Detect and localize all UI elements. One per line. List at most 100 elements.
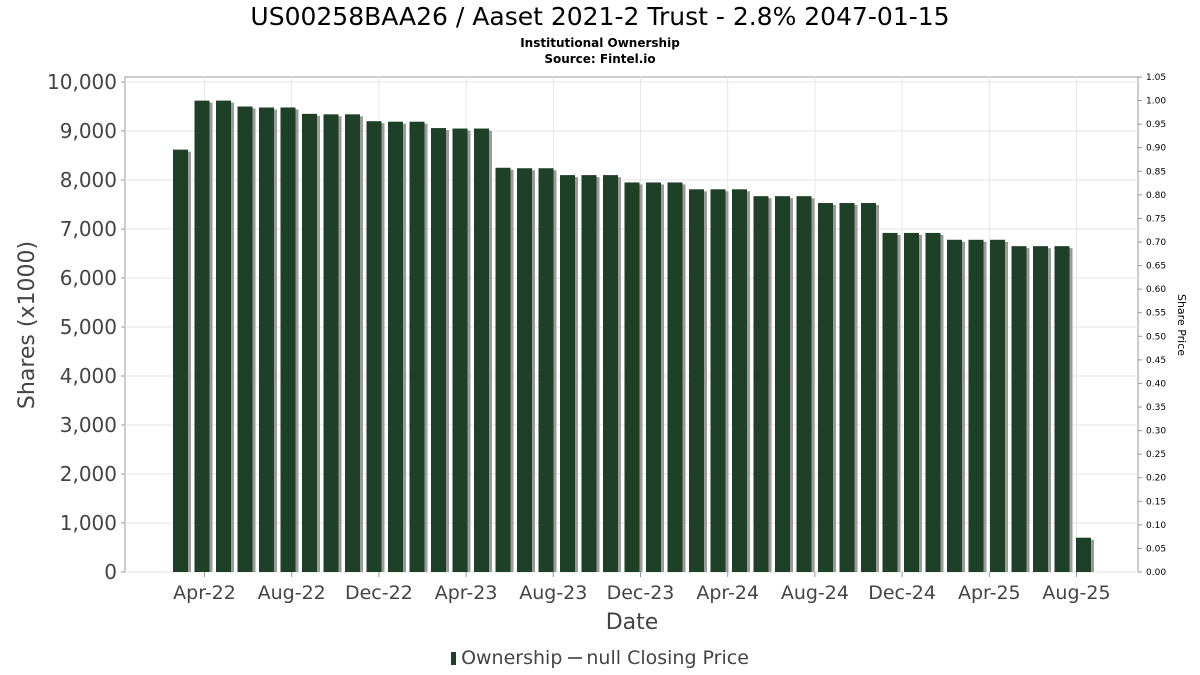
y-tick-label: 10,000 — [47, 70, 117, 94]
y2-tick-label: 0.60 — [1146, 285, 1166, 295]
ownership-bar — [495, 167, 511, 572]
x-tick-label: Dec-22 — [345, 582, 413, 604]
y2-axis-label: Share Price — [1175, 294, 1188, 356]
ownership-bar — [388, 121, 403, 572]
legend-ownership-label: Ownership — [461, 647, 563, 669]
ownership-bar — [366, 121, 382, 572]
x-tick-label: Aug-24 — [781, 582, 849, 604]
y2-tick-label: 0.35 — [1146, 403, 1166, 413]
ownership-bar — [775, 196, 790, 573]
ownership-bar — [237, 106, 253, 572]
y2-tick-label: 0.05 — [1146, 544, 1166, 554]
y2-tick-label: 0.70 — [1146, 238, 1166, 248]
y-tick-label: 2,000 — [60, 462, 117, 486]
chart-source: Source: Fintel.io — [544, 52, 656, 66]
y2-tick-label: 0.55 — [1146, 309, 1166, 319]
y2-tick-label: 0.95 — [1146, 120, 1166, 130]
ownership-bar — [947, 239, 962, 572]
y2-tick-label: 0.75 — [1146, 214, 1166, 224]
ownership-bar — [517, 168, 532, 573]
y2-tick-label: 0.30 — [1146, 427, 1166, 437]
legend: Ownership null Closing Price — [0, 647, 1200, 669]
x-tick-label: Aug-23 — [519, 582, 587, 604]
y-axis-label: Shares (x1000) — [15, 241, 40, 409]
legend-price-label: null Closing Price — [586, 647, 749, 669]
y-tick-label: 7,000 — [60, 217, 117, 241]
y-tick-label: 1,000 — [60, 511, 117, 535]
ownership-bar — [818, 203, 833, 572]
x-tick-label: Aug-25 — [1042, 582, 1110, 604]
y2-tick-label: 0.90 — [1146, 144, 1166, 154]
ownership-bar — [990, 239, 1005, 572]
ownership-bar — [1011, 246, 1027, 572]
y2-tick-label: 0.15 — [1146, 497, 1166, 507]
ownership-bar — [194, 100, 210, 573]
ownership-bar — [839, 203, 855, 572]
price-legend-line — [568, 657, 583, 659]
x-tick-label: Apr-25 — [958, 582, 1021, 604]
ownership-bar — [538, 168, 554, 573]
y2-tick-label: 0.40 — [1146, 379, 1166, 389]
ownership-bar — [452, 128, 468, 573]
ownership-bar — [409, 121, 425, 572]
x-tick-label: Dec-24 — [868, 582, 936, 604]
ownership-bar — [474, 128, 489, 573]
ownership-bar — [732, 189, 747, 572]
y-tick-label: 6,000 — [60, 266, 117, 290]
y2-tick-label: 0.00 — [1146, 568, 1166, 578]
x-axis-ticks: Apr-22 Aug-22 Dec-22 Apr-23 Aug-23 Dec-23 Apr-… — [173, 572, 1111, 604]
ownership-bar — [173, 149, 188, 572]
y2-axis-ticks: 0.00 0.05 0.10 0.15 0.20 0.25 0.30 0.35 0.40 0.45… — [1138, 73, 1166, 578]
y-tick-label: 5,000 — [60, 315, 117, 339]
y2-tick-label: 0.80 — [1146, 191, 1166, 201]
y2-tick-label: 0.10 — [1146, 521, 1166, 531]
ownership-bar — [1033, 246, 1048, 572]
x-tick-label: Dec-23 — [607, 582, 675, 604]
chart-title: US00258BAA26 / Aaset 2021-2 Trust - 2.8%… — [250, 2, 950, 31]
ownership-bar — [560, 175, 575, 572]
y-tick-label: 3,000 — [60, 413, 117, 437]
ownership-bar — [753, 196, 769, 573]
ownership-bar — [796, 196, 812, 573]
ownership-bar — [689, 189, 704, 572]
y2-tick-label: 1.05 — [1146, 73, 1166, 83]
ownership-bar — [710, 189, 726, 572]
ownership-bar — [861, 203, 876, 572]
y2-tick-label: 1.00 — [1146, 97, 1166, 107]
ownership-bar — [882, 232, 898, 573]
ownership-bar — [345, 114, 360, 572]
ownership-bar — [259, 107, 274, 572]
bar-series — [173, 100, 1094, 573]
ownership-bar — [1054, 246, 1070, 572]
x-tick-label: Aug-22 — [258, 582, 326, 604]
ownership-legend-swatch — [451, 652, 457, 665]
ownership-bar — [646, 182, 661, 572]
y-axis-ticks: 0 1,000 2,000 3,000 4,000 5,000 6,000 7,000 8,00… — [47, 70, 125, 584]
ownership-bar — [925, 232, 941, 573]
ownership-bar — [431, 128, 446, 572]
y-tick-label: 4,000 — [60, 364, 117, 388]
ownership-bar — [216, 100, 231, 573]
y-tick-label: 9,000 — [60, 119, 117, 143]
x-axis-label: Date — [606, 610, 659, 635]
ownership-bar — [1076, 537, 1091, 572]
ownership-bar — [667, 182, 683, 572]
y2-tick-label: 0.50 — [1146, 332, 1166, 342]
ownership-bar — [624, 182, 640, 572]
y-tick-label: 0 — [104, 560, 117, 584]
ownership-bar — [904, 232, 919, 573]
ownership-bar — [323, 114, 339, 572]
y2-tick-label: 0.45 — [1146, 356, 1166, 366]
x-tick-label: Apr-24 — [696, 582, 759, 604]
ownership-chart: 0 1,000 2,000 3,000 4,000 5,000 6,000 7,000 8,00… — [15, 70, 1188, 635]
chart-subtitle: Institutional Ownership — [520, 36, 680, 50]
ownership-bar — [581, 175, 597, 572]
ownership-bar — [603, 175, 618, 572]
y-tick-label: 8,000 — [60, 168, 117, 192]
y2-tick-label: 0.85 — [1146, 167, 1166, 177]
x-tick-label: Apr-22 — [173, 582, 236, 604]
ownership-bar — [968, 239, 984, 572]
y2-tick-label: 0.25 — [1146, 450, 1166, 460]
y2-tick-label: 0.65 — [1146, 262, 1166, 272]
ownership-bar — [302, 113, 317, 572]
